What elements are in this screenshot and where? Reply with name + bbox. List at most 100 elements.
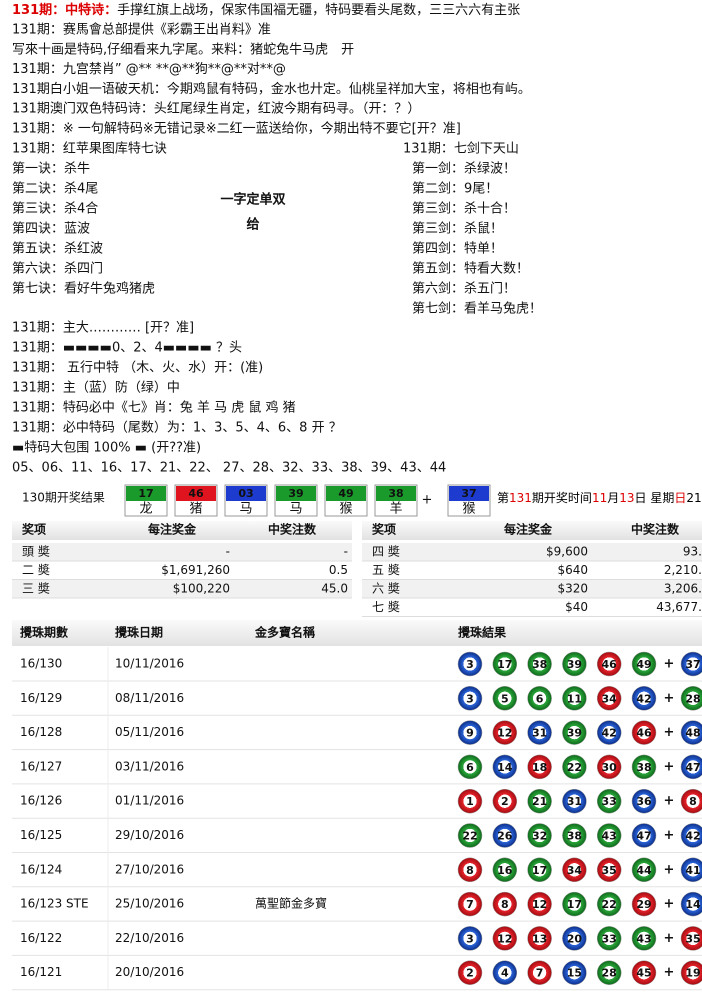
prize-row-bg xyxy=(362,580,702,598)
result-ball xyxy=(680,788,702,814)
jian-title: 131期：七剑下天山 xyxy=(403,141,519,157)
ball-number: 49 xyxy=(338,487,353,500)
result-date: 29/10/2016 xyxy=(115,828,184,842)
result-ball-number: 31 xyxy=(567,795,582,808)
content: 131期：中特诗：手撑红旗上战场，保家伟国福无疆，特码要看头尾数，三三六六有主张… xyxy=(12,2,702,991)
prize-count: 3,206. xyxy=(664,582,702,596)
ball-number: 37 xyxy=(461,487,476,500)
result-ball xyxy=(680,960,702,985)
prize-row-bg xyxy=(12,580,352,598)
jian-item: 第三剑：杀鼠！ xyxy=(412,221,503,237)
result-ball-number: 9 xyxy=(466,727,474,740)
jue-item: 第一诀：杀牛 xyxy=(12,162,90,177)
result-ball xyxy=(631,926,657,951)
result-ball-number: 38 xyxy=(532,658,547,671)
result-plus: + xyxy=(664,897,675,912)
result-ball-number: 38 xyxy=(636,761,651,774)
result-plus: + xyxy=(664,725,675,740)
ball-number-bg xyxy=(376,486,416,501)
result-ball xyxy=(457,686,483,711)
result-ball-number: 8 xyxy=(501,898,509,911)
result-ball-number: 13 xyxy=(532,932,547,945)
result-ball xyxy=(680,720,702,745)
prize-header: 中奖注数 xyxy=(631,522,680,537)
ball-zodiac: 猪 xyxy=(189,502,202,517)
jue-item: 第二诀：杀4尾 xyxy=(12,182,98,197)
result-date: 03/11/2016 xyxy=(115,759,184,773)
result-ball xyxy=(680,891,702,917)
result-ball-number: 8 xyxy=(466,864,474,877)
result-period: 16/124 xyxy=(20,862,62,876)
next-draw-part: 日 xyxy=(674,491,686,505)
prize-name: 四 奬 xyxy=(372,544,400,559)
result-ball xyxy=(562,788,587,814)
result-ball xyxy=(596,926,622,951)
result-date: 25/10/2016 xyxy=(115,897,184,911)
result-ball xyxy=(596,857,622,883)
result-ball-number: 22 xyxy=(567,761,582,774)
result-ball-number: 26 xyxy=(497,830,513,843)
poem-label: 131期：中特诗： xyxy=(12,2,117,18)
result-ball-number: 47 xyxy=(636,830,651,843)
result-ball-number: 34 xyxy=(567,864,583,877)
prize-amount: $100,220 xyxy=(173,582,230,596)
result-ball xyxy=(457,857,483,883)
result-ball xyxy=(492,960,518,985)
result-ball xyxy=(562,651,587,677)
result-ball-number: 15 xyxy=(567,967,582,980)
poem-text: 手撑红旗上战场，保家伟国福无疆，特码要看头尾数，三三六六有主张 xyxy=(117,2,520,18)
prize-amount: - xyxy=(226,545,230,559)
result-ball-number: 29 xyxy=(636,898,651,911)
ball-number-bg xyxy=(449,486,489,501)
results-header-bg xyxy=(12,620,702,646)
result-ball xyxy=(631,686,657,711)
result-plus: + xyxy=(664,931,675,946)
result-ball xyxy=(527,754,552,780)
text-line: 131期：九宫禁肖” @** **@**狗**@**对**@ xyxy=(12,62,286,77)
result-ball xyxy=(631,754,657,780)
result-ball-number: 14 xyxy=(497,761,513,774)
result-period: 16/122 xyxy=(20,931,62,945)
result-ball xyxy=(562,857,587,883)
result-ball xyxy=(527,686,552,711)
prize-amount: $640 xyxy=(557,563,588,577)
result-ball-number: 12 xyxy=(532,898,547,911)
result-period: 16/128 xyxy=(20,725,62,739)
next-draw-part: 第 xyxy=(497,491,509,505)
result-date: 10/11/2016 xyxy=(115,657,184,671)
prize-name: 二 奬 xyxy=(22,562,50,577)
result-ball-number: 5 xyxy=(501,692,509,705)
prize-name: 六 奬 xyxy=(372,581,400,596)
result-period: 16/130 xyxy=(20,657,62,671)
result-ball xyxy=(562,754,587,780)
text-line: 131期：※ 一句解特码※无错记录※二红一蓝送给你，今期出特不要它[开？准] xyxy=(12,121,461,137)
result-ball-number: 42 xyxy=(636,692,651,705)
result-period: 16/127 xyxy=(20,759,62,773)
prize-amount: $1,691,260 xyxy=(161,563,230,577)
prize-header: 中奖注数 xyxy=(268,522,317,537)
result-ball-number: 1 xyxy=(466,795,474,808)
result-ball-number: 42 xyxy=(685,830,700,843)
result-ball-number: 22 xyxy=(602,898,617,911)
next-draw: 第131期开奖时间11月13日 星期日21:3 xyxy=(497,491,702,505)
result-ball xyxy=(492,926,518,951)
result-ball xyxy=(527,926,552,951)
ball-number-bg xyxy=(176,486,216,501)
prize-count: 93. xyxy=(683,545,702,559)
result-period: 16/129 xyxy=(20,691,62,705)
result-ball xyxy=(562,720,587,745)
prize-row-bg xyxy=(362,543,702,561)
ball-number-bg xyxy=(126,486,166,501)
result-ball xyxy=(527,891,552,917)
ball-number: 46 xyxy=(188,487,204,500)
result-ball-number: 28 xyxy=(602,967,617,980)
result-ball xyxy=(457,720,483,745)
ball-number-bg xyxy=(226,486,266,501)
result-ball xyxy=(596,788,622,814)
result-ball xyxy=(631,720,657,745)
result-ball xyxy=(527,788,552,814)
result-ball xyxy=(631,788,657,814)
result-ball-number: 48 xyxy=(685,727,700,740)
jue-item: 第六诀：杀四门 xyxy=(12,262,103,277)
